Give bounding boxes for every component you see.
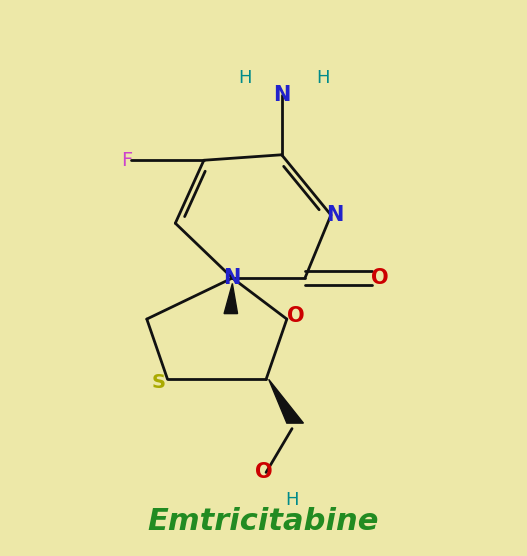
Text: O: O [255, 463, 272, 483]
Polygon shape [269, 379, 304, 423]
Text: H: H [316, 69, 330, 87]
Text: S: S [151, 373, 165, 391]
Text: H: H [285, 491, 299, 509]
Text: F: F [121, 151, 133, 170]
Text: H: H [239, 69, 252, 87]
Text: N: N [222, 268, 240, 288]
Text: O: O [287, 306, 305, 326]
Polygon shape [224, 284, 238, 314]
Text: O: O [372, 268, 389, 288]
Text: N: N [273, 85, 290, 105]
Text: N: N [326, 205, 344, 225]
Text: Emtricitabine: Emtricitabine [148, 507, 379, 536]
